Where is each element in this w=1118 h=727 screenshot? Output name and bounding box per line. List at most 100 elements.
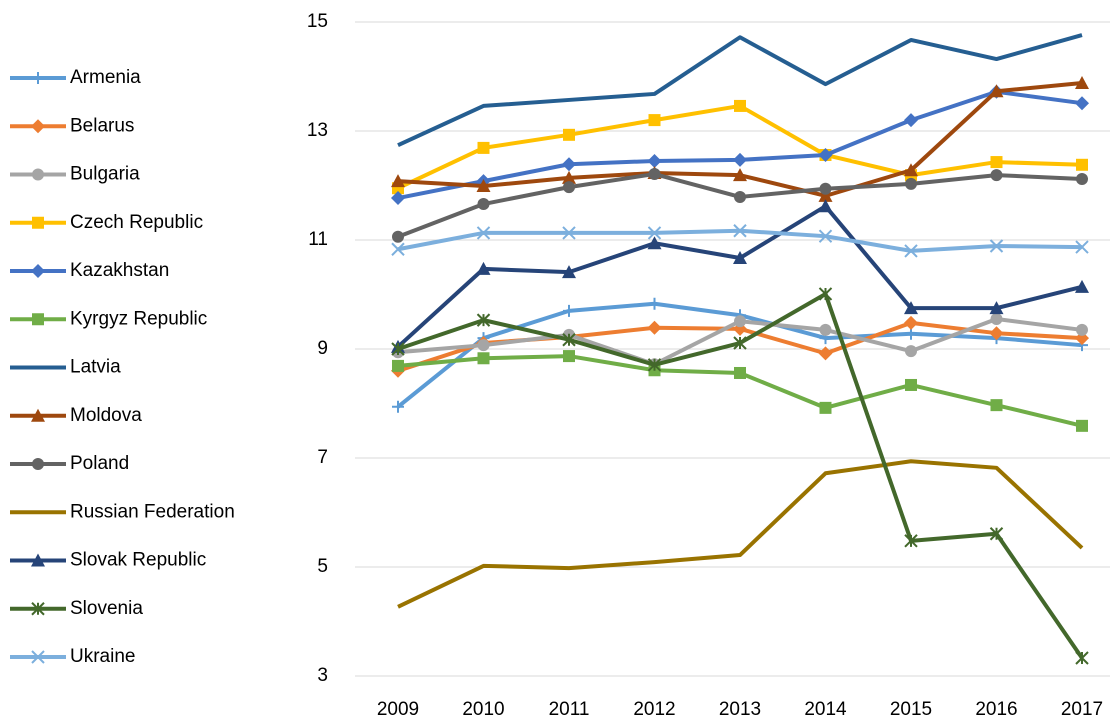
marker (648, 168, 661, 181)
legend-marker (31, 650, 45, 664)
marker (562, 226, 576, 240)
legend-marker (32, 168, 44, 181)
legend-label: Moldova (70, 405, 142, 426)
marker (476, 226, 491, 240)
legend-item: Kazakhstan (10, 260, 169, 281)
marker (818, 346, 833, 361)
series (391, 224, 1089, 258)
marker (562, 333, 576, 347)
marker (477, 352, 490, 365)
marker (391, 242, 405, 256)
marker (647, 226, 662, 240)
marker (990, 313, 1003, 326)
y-tick-label: 15 (307, 11, 328, 32)
marker (818, 229, 833, 243)
legend-label: Slovak Republic (70, 550, 206, 571)
legend-label: Armenia (70, 67, 141, 88)
legend-marker (31, 408, 45, 422)
legend-marker (31, 264, 45, 278)
marker (818, 147, 833, 162)
marker (733, 152, 747, 167)
legend-marker (32, 458, 44, 470)
marker (905, 345, 917, 358)
marker (391, 174, 405, 188)
x-tick-label: 2010 (462, 699, 504, 720)
legend-item: Armenia (10, 67, 141, 88)
legend-label: Russian Federation (70, 501, 235, 522)
marker (818, 188, 833, 202)
marker (648, 297, 661, 310)
marker (477, 141, 490, 154)
x-tick-label: 2012 (633, 699, 675, 720)
x-tick-label: 2009 (377, 699, 419, 720)
marker (391, 191, 405, 206)
marker (989, 301, 1004, 315)
marker (1076, 323, 1088, 336)
marker (563, 128, 575, 141)
y-tick-label: 13 (307, 120, 328, 141)
x-tick-label: 2016 (975, 699, 1017, 720)
marker (1076, 158, 1088, 171)
legend-item: Russian Federation (10, 501, 235, 522)
legend-marker (31, 119, 45, 134)
marker (990, 156, 1003, 169)
legend-label: Belarus (70, 115, 134, 136)
legend-label: Kyrgyz Republic (70, 308, 207, 329)
marker (392, 359, 404, 372)
marker (647, 320, 662, 335)
y-tick-label: 11 (308, 229, 328, 250)
marker (989, 527, 1004, 541)
marker (1075, 279, 1089, 293)
x-tick-label: 2015 (890, 699, 932, 720)
marker (989, 326, 1004, 341)
marker (1075, 96, 1089, 111)
marker (904, 113, 918, 128)
legend-item: Latvia (10, 357, 121, 378)
marker (1075, 240, 1089, 254)
marker (648, 114, 661, 127)
legend-item: Slovenia (10, 598, 143, 619)
marker (734, 315, 746, 328)
legend-label: Poland (70, 453, 129, 474)
line (397, 228, 1083, 253)
legend-item: Bulgaria (10, 164, 140, 185)
marker (734, 99, 746, 112)
marker (819, 401, 832, 414)
legend-label: Czech Republic (70, 212, 203, 233)
marker (477, 339, 490, 352)
x-tick-label: 2017 (1061, 699, 1103, 720)
marker (562, 157, 576, 172)
marker (904, 301, 918, 315)
marker (733, 250, 747, 264)
y-tick-label: 3 (317, 665, 328, 686)
marker (734, 190, 746, 203)
line (397, 459, 1084, 609)
legend-item: Poland (10, 453, 129, 474)
marker (647, 236, 662, 250)
marker (818, 287, 833, 301)
marker (1075, 76, 1089, 90)
line (397, 33, 1083, 147)
marker (818, 199, 833, 213)
y-tick-label: 7 (317, 447, 328, 468)
marker (563, 350, 575, 363)
legend-marker (31, 553, 45, 567)
legend-item: Slovak Republic (10, 550, 206, 571)
marker (819, 182, 832, 195)
marker (1076, 172, 1088, 185)
legend-item: Belarus (10, 115, 134, 136)
marker (1075, 651, 1089, 665)
line (397, 354, 1083, 428)
legend-item: Czech Republic (10, 212, 203, 233)
marker (904, 315, 918, 330)
legend-marker (32, 72, 44, 84)
series (392, 350, 1088, 432)
legend-label: Slovenia (70, 598, 143, 619)
marker (734, 366, 746, 379)
marker (990, 399, 1003, 412)
marker (904, 163, 918, 177)
series (392, 297, 1088, 413)
legend-item: Ukraine (10, 646, 135, 667)
marker (905, 177, 917, 190)
